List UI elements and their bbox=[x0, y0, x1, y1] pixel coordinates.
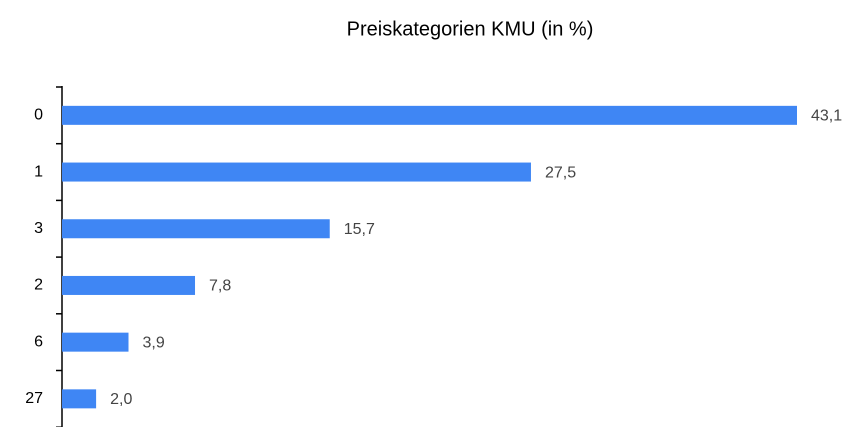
y-tick-label: 3 bbox=[34, 220, 43, 237]
bar bbox=[62, 332, 129, 352]
chart-title: Preiskategorien KMU (in %) bbox=[347, 18, 594, 40]
y-tick-label: 2 bbox=[34, 277, 43, 294]
value-label: 27,5 bbox=[545, 164, 576, 181]
y-tick-label: 6 bbox=[34, 333, 43, 350]
value-label: 3,9 bbox=[143, 334, 165, 351]
bar bbox=[62, 275, 196, 295]
value-label: 15,7 bbox=[344, 221, 375, 238]
y-tick-label: 1 bbox=[34, 163, 43, 180]
value-label: 2,0 bbox=[110, 391, 132, 408]
bar bbox=[62, 105, 797, 125]
bar bbox=[62, 389, 97, 409]
bar bbox=[62, 162, 531, 182]
value-label: 7,8 bbox=[209, 278, 231, 295]
y-tick-label: 0 bbox=[34, 107, 43, 124]
y-tick-label: 27 bbox=[25, 390, 43, 407]
bar bbox=[62, 219, 330, 239]
value-label: 43,1 bbox=[811, 108, 842, 125]
